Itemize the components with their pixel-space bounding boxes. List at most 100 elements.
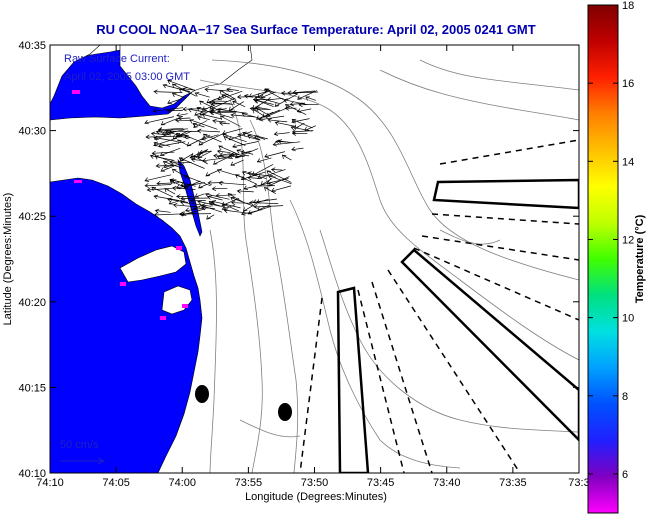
current-vector <box>157 141 186 148</box>
current-vector <box>160 115 184 126</box>
sandy-hook-spit <box>177 159 203 237</box>
current-vector <box>242 203 256 212</box>
current-vector <box>161 129 185 136</box>
current-vector <box>256 107 271 117</box>
current-vector <box>209 110 237 115</box>
current-vector <box>281 154 292 161</box>
current-vector <box>230 112 256 118</box>
current-vector <box>236 94 252 100</box>
current-vector <box>162 161 184 169</box>
current-vector <box>217 90 243 101</box>
current-vector <box>240 171 266 181</box>
current-vector <box>264 151 286 158</box>
x-tick-label: 73:55 <box>235 477 263 489</box>
current-vector <box>291 119 313 129</box>
current-vector <box>254 95 280 104</box>
current-vector <box>153 194 180 201</box>
current-vector <box>144 183 172 188</box>
current-vector <box>193 120 208 128</box>
current-vector <box>183 180 201 189</box>
current-vector <box>146 187 173 193</box>
x-tick-label: 74:05 <box>102 477 130 489</box>
current-vector <box>172 185 196 191</box>
current-vector <box>172 168 190 179</box>
current-vector <box>180 200 212 207</box>
current-legend-line1: Raw Surface Current: <box>64 53 170 65</box>
colorbar-label: Temperature (°C) <box>634 214 646 303</box>
current-vector <box>290 125 313 132</box>
y-axis-ticks: 40:35 40:30 40:25 40:20 40:15 40:10 <box>18 40 579 480</box>
current-vector <box>305 96 317 101</box>
current-vector <box>285 103 307 116</box>
current-vector <box>241 112 265 120</box>
current-vector <box>199 109 214 116</box>
current-vector <box>252 99 269 110</box>
map-plot-area: Raw Surface Current: April 02, 2005 03:0… <box>49 44 580 474</box>
current-vector <box>178 88 189 93</box>
colorbar-tick-label: 6 <box>622 469 628 481</box>
current-legend-line2: April 02, 2005 03:00 GMT <box>64 71 190 83</box>
current-vector <box>154 155 182 166</box>
current-vector <box>177 139 189 146</box>
current-vector <box>277 139 294 144</box>
x-tick-label: 73:3 <box>568 477 589 489</box>
current-vector <box>218 145 240 155</box>
current-vector <box>254 135 266 140</box>
current-vector <box>247 205 272 215</box>
current-vector <box>249 200 279 206</box>
current-vector <box>270 167 283 173</box>
current-vector <box>178 211 212 217</box>
colorbar-gradient <box>587 4 619 514</box>
colorbar-tick-label: 12 <box>622 234 634 246</box>
current-vector <box>202 133 222 143</box>
current-vector <box>196 107 212 113</box>
current-vector <box>199 100 219 111</box>
colorbar-tick-label: 10 <box>622 313 634 325</box>
staten-island-land <box>50 45 101 105</box>
current-vector <box>211 200 241 209</box>
x-tick-label: 74:10 <box>36 477 64 489</box>
current-vector <box>260 91 276 98</box>
current-vector <box>198 133 223 146</box>
current-vector <box>159 147 181 156</box>
current-vector <box>230 197 256 208</box>
current-vector <box>230 159 244 166</box>
current-vector <box>236 188 254 194</box>
current-vector <box>291 131 308 136</box>
x-axis-label: Longitude (Degrees:Minutes) <box>245 491 387 503</box>
current-vector <box>274 93 298 107</box>
y-tick-label: 40:20 <box>18 297 46 309</box>
current-vector <box>167 197 189 203</box>
current-vector <box>232 141 259 148</box>
current-vector <box>243 93 263 99</box>
current-vector <box>247 134 261 140</box>
y-tick-label: 40:15 <box>18 382 46 394</box>
current-vector <box>247 175 260 181</box>
current-vector <box>180 153 194 162</box>
current-vector <box>208 200 217 206</box>
current-vector <box>198 183 208 189</box>
current-vector <box>168 128 200 134</box>
current-vector <box>222 133 247 143</box>
current-vector <box>211 186 228 192</box>
x-tick-label: 73:40 <box>433 477 461 489</box>
current-vector <box>168 198 186 205</box>
current-vector <box>185 207 205 213</box>
current-vector <box>268 175 292 185</box>
current-vector <box>144 174 172 182</box>
current-vector <box>151 150 175 156</box>
current-vector <box>266 170 292 183</box>
current-vector <box>231 200 252 206</box>
current-vector <box>198 149 212 155</box>
y-tick-label: 40:10 <box>18 468 46 480</box>
current-vector <box>189 119 218 130</box>
current-vector <box>167 80 196 91</box>
current-vector <box>205 168 222 177</box>
current-vector <box>151 186 174 198</box>
current-vector <box>241 171 267 179</box>
current-vector <box>196 150 208 156</box>
x-tick-label: 73:50 <box>301 477 329 489</box>
current-vector <box>175 132 191 139</box>
y-tick-label: 40:35 <box>18 40 46 52</box>
